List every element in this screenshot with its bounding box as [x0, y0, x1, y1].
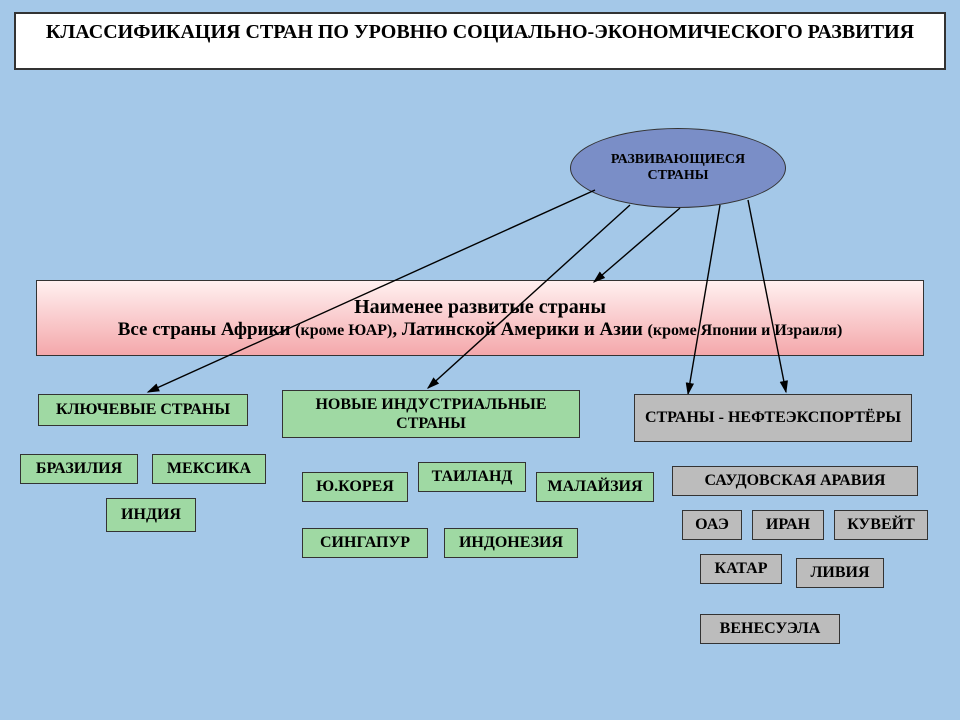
- country-box: КУВЕЙТ: [834, 510, 928, 540]
- country-box: МАЛАЙЗИЯ: [536, 472, 654, 502]
- country-box: ИНДИЯ: [106, 498, 196, 532]
- group-header-key: КЛЮЧЕВЫЕ СТРАНЫ: [38, 394, 248, 426]
- group-header-oil: СТРАНЫ - НЕФТЕЭКСПОРТЁРЫ: [634, 394, 912, 442]
- middle-line2: Все страны Африки (кроме ЮАР), Латинской…: [45, 319, 915, 342]
- country-box: САУДОВСКАЯ АРАВИЯ: [672, 466, 918, 496]
- country-box: БРАЗИЛИЯ: [20, 454, 138, 484]
- middle-line1: Наименее развитые страны: [45, 295, 915, 319]
- root-ellipse: РАЗВИВАЮЩИЕСЯ СТРАНЫ: [570, 128, 786, 208]
- arrows-layer: [0, 0, 960, 720]
- country-box: КАТАР: [700, 554, 782, 584]
- country-box: ИНДОНЕЗИЯ: [444, 528, 578, 558]
- country-box: СИНГАПУР: [302, 528, 428, 558]
- country-box: ЛИВИЯ: [796, 558, 884, 588]
- group-header-nis: НОВЫЕ ИНДУСТРИАЛЬНЫЕ СТРАНЫ: [282, 390, 580, 438]
- root-ellipse-text: РАЗВИВАЮЩИЕСЯ СТРАНЫ: [585, 152, 771, 184]
- country-box: Ю.КОРЕЯ: [302, 472, 408, 502]
- country-box: ВЕНЕСУЭЛА: [700, 614, 840, 644]
- country-box: ОАЭ: [682, 510, 742, 540]
- country-box: ИРАН: [752, 510, 824, 540]
- country-box: МЕКСИКА: [152, 454, 266, 484]
- middle-box: Наименее развитые страны Все страны Афри…: [36, 280, 924, 356]
- page-title: КЛАССИФИКАЦИЯ СТРАН ПО УРОВНЮ СОЦИАЛЬНО-…: [14, 12, 946, 70]
- country-box: ТАИЛАНД: [418, 462, 526, 492]
- page-title-text: КЛАССИФИКАЦИЯ СТРАН ПО УРОВНЮ СОЦИАЛЬНО-…: [46, 21, 914, 43]
